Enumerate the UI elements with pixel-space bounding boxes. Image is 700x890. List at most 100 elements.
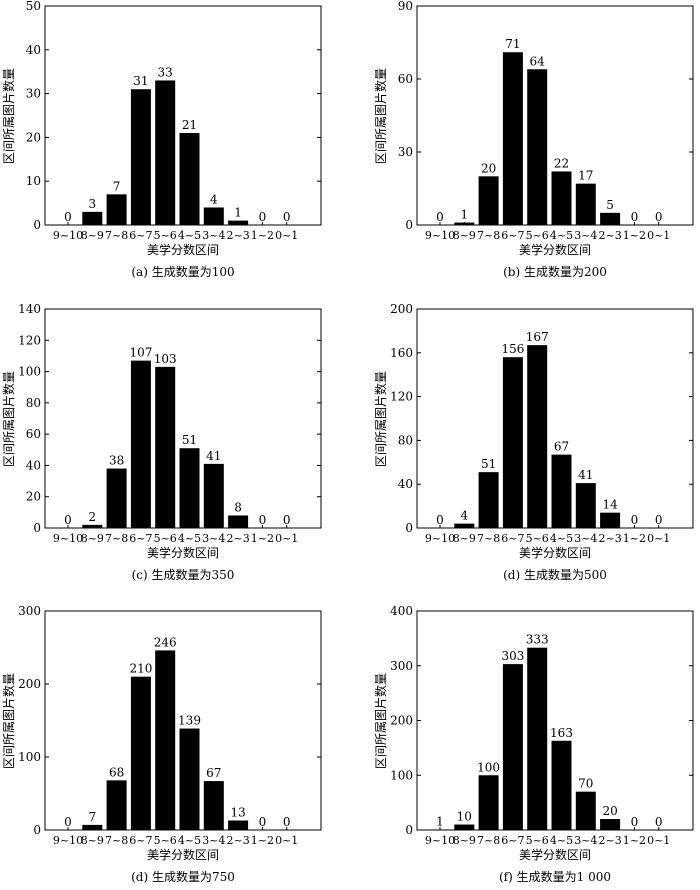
bar-value-label: 167	[526, 330, 549, 344]
y-tick-label: 200	[390, 714, 413, 728]
bar-2~3	[228, 515, 249, 528]
bar-value-label: 8	[234, 500, 242, 514]
bar-value-label: 1	[234, 206, 242, 220]
y-tick-label: 0	[33, 218, 41, 232]
x-tick-label: 9~10	[53, 229, 83, 242]
bar-value-label: 31	[133, 74, 148, 88]
x-tick-label: 0~1	[275, 229, 298, 242]
bar-7~8	[106, 194, 127, 225]
bar-4~5	[179, 133, 200, 225]
bar-2~3	[600, 212, 621, 225]
y-tick-label: 0	[33, 823, 41, 837]
x-tick-label: 7~8	[477, 834, 500, 847]
y-tick-label: 30	[26, 87, 41, 101]
y-axis-label: 区间所属图片数量	[2, 370, 16, 467]
bar-6~7	[130, 360, 151, 528]
bar-5~6	[155, 650, 176, 830]
y-tick-label: 20	[26, 130, 41, 144]
y-axis-label: 区间所属图片数量	[2, 67, 16, 164]
bar-value-label: 0	[64, 210, 72, 224]
x-axis-label: 美学分数区间	[518, 848, 591, 862]
chart-panel-4: 0 40 80 120 160 200 9~10 0 8~9 4 7~8 51 6~7 156 5~6 167…	[372, 302, 700, 588]
bar-3~4	[575, 483, 596, 528]
x-tick-label: 1~2	[623, 834, 646, 847]
bar-value-label: 0	[259, 210, 267, 224]
bar-5~6	[155, 80, 176, 226]
x-tick-label: 4~5	[550, 229, 573, 242]
y-tick-label: 100	[390, 768, 413, 782]
y-axis-label: 区间所属图片数量	[374, 672, 388, 769]
bar-value-label: 7	[113, 179, 121, 193]
y-axis-label: 区间所属图片数量	[374, 370, 388, 467]
bar-value-label: 4	[210, 192, 218, 206]
bar-value-label: 17	[578, 169, 593, 183]
bar-value-label: 41	[578, 468, 593, 482]
bar-value-label: 20	[481, 161, 496, 175]
x-axis-label: 美学分数区间	[146, 243, 219, 257]
bar-value-label: 70	[578, 777, 593, 791]
x-tick-label: 9~10	[53, 532, 83, 545]
x-tick-label: 1~2	[251, 532, 274, 545]
bar-value-label: 0	[283, 815, 291, 829]
bar-7~8	[478, 775, 499, 830]
y-tick-label: 0	[33, 521, 41, 535]
x-tick-label: 0~1	[275, 532, 298, 545]
bar-value-label: 100	[477, 760, 500, 774]
bar-2~3	[600, 819, 621, 830]
bar-2~3	[600, 512, 621, 528]
y-axis-label: 区间所属图片数量	[2, 672, 16, 769]
x-tick-label: 1~2	[623, 532, 646, 545]
bar-value-label: 4	[460, 509, 468, 523]
bar-value-label: 3	[88, 197, 96, 211]
y-tick-label: 80	[398, 433, 413, 447]
x-axis-label: 美学分数区间	[146, 546, 219, 560]
chart-caption: (b) 生成数量为200	[503, 265, 607, 279]
x-tick-label: 8~9	[81, 532, 104, 545]
y-tick-label: 60	[26, 427, 41, 441]
bar-2~3	[228, 820, 249, 830]
x-tick-label: 7~8	[477, 229, 500, 242]
x-tick-label: 2~3	[598, 229, 621, 242]
bar-value-label: 246	[154, 635, 177, 649]
x-tick-label: 1~2	[251, 834, 274, 847]
y-tick-label: 30	[398, 145, 413, 159]
x-tick-label: 3~4	[574, 834, 597, 847]
y-tick-label: 120	[18, 333, 41, 347]
x-tick-label: 5~6	[154, 834, 177, 847]
bar-6~7	[502, 664, 523, 830]
bar-value-label: 0	[283, 513, 291, 527]
bar-4~5	[551, 740, 572, 830]
x-tick-label: 4~5	[550, 834, 573, 847]
bar-value-label: 0	[283, 210, 291, 224]
bar-6~7	[502, 357, 523, 528]
bar-value-label: 107	[129, 346, 152, 360]
x-tick-label: 7~8	[105, 532, 128, 545]
chart-panel-5: 0 100 200 300 9~10 0 8~9 7 7~8 68 6~7 210 5~6 246 4~5 1…	[0, 604, 330, 890]
chart-panel-3: 0 20 40 60 80 100 120 140 9~10 0 8~9 2 7~8 38 6~7 107 5~…	[0, 302, 330, 588]
chart-caption: (c) 生成数量为350	[131, 568, 235, 582]
x-tick-label: 5~6	[154, 229, 177, 242]
bar-value-label: 64	[530, 54, 546, 68]
chart-svg: 010203040509~1008~937~876~7315~6334~5213…	[26, 0, 322, 242]
x-tick-label: 7~8	[105, 229, 128, 242]
x-tick-label: 9~10	[53, 834, 83, 847]
bar-value-label: 1	[436, 814, 444, 828]
y-tick-label: 60	[398, 72, 413, 86]
bar-value-label: 21	[182, 118, 197, 132]
y-tick-label: 20	[26, 490, 41, 504]
x-tick-label: 6~7	[129, 532, 152, 545]
x-tick-label: 2~3	[226, 532, 249, 545]
x-axis-label: 美学分数区间	[518, 243, 591, 257]
x-tick-label: 1~2	[251, 229, 274, 242]
bar-4~5	[179, 448, 200, 528]
x-tick-label: 1~2	[623, 229, 646, 242]
bar-value-label: 10	[457, 810, 472, 824]
x-tick-label: 8~9	[453, 229, 476, 242]
chart-caption: (a) 生成数量为100	[131, 265, 235, 279]
x-tick-label: 2~3	[226, 229, 249, 242]
bar-value-label: 68	[109, 765, 124, 779]
chart-svg: 0204060801001201409~1008~927~8386~71075~…	[18, 302, 322, 545]
y-axis-label: 区间所属图片数量	[374, 67, 388, 164]
x-tick-label: 6~7	[501, 229, 524, 242]
bar-value-label: 1	[460, 208, 468, 222]
